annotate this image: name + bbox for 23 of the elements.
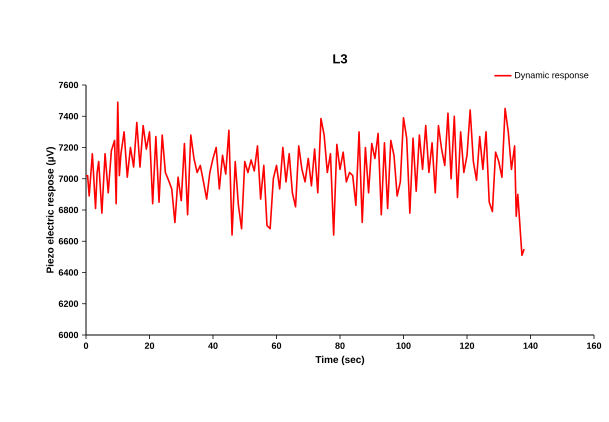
x-tick-label: 160	[587, 342, 602, 349]
x-tick-label: 100	[396, 342, 411, 349]
x-tick-label: 20	[144, 342, 154, 349]
x-tick-label: 80	[335, 342, 345, 349]
y-tick-label: 7600	[58, 82, 78, 88]
y-tick-label: 6600	[58, 238, 78, 244]
legend-label: Dynamic response	[515, 72, 588, 80]
line-series	[86, 101, 525, 256]
y-tick-label: 7400	[58, 113, 78, 120]
x-tick-label: 60	[272, 342, 282, 349]
y-tick-label: 7000	[58, 176, 78, 182]
y-tick-label: 6400	[58, 269, 78, 276]
x-axis-title: Time (sec)	[315, 356, 364, 366]
x-tick-label: 0	[84, 342, 88, 349]
y-tick-label: 6000	[58, 332, 78, 338]
chart-title: L3	[333, 54, 348, 64]
y-tick-label: 7200	[58, 144, 78, 151]
y-tick-label: 6800	[58, 206, 78, 214]
x-tick-label: 140	[524, 342, 538, 349]
x-tick-label: 120	[460, 342, 474, 349]
x-tick-label: 40	[208, 342, 218, 349]
y-tick-label: 6200	[58, 300, 78, 307]
y-axis-title: Piezo electric respose (µV)	[46, 147, 56, 273]
